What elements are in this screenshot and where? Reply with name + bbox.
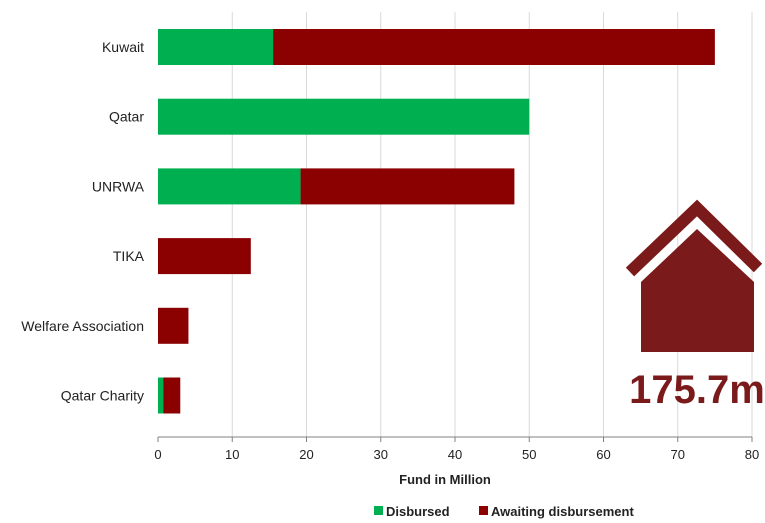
category-label: TIKA [113, 248, 145, 264]
house-icon [625, 199, 763, 352]
x-tick-label: 60 [596, 447, 610, 462]
bar-awaiting [300, 168, 515, 205]
bar-disbursed [158, 377, 164, 414]
category-label: Kuwait [102, 39, 144, 55]
bar-disbursed [158, 168, 301, 205]
x-tick-label: 20 [299, 447, 313, 462]
x-tick-label: 40 [448, 447, 462, 462]
x-tick-label: 10 [225, 447, 239, 462]
x-tick-label: 70 [671, 447, 685, 462]
category-label: Welfare Association [21, 318, 144, 334]
bars [158, 29, 715, 414]
category-label: Qatar Charity [61, 388, 144, 404]
x-tick-labels: 0 10 20 30 40 50 60 70 80 [154, 447, 759, 462]
bar-awaiting [273, 29, 715, 65]
bar-awaiting [158, 238, 251, 275]
legend-swatch [374, 506, 383, 515]
legend-swatch [479, 506, 488, 515]
legend: Disbursed Awaiting disbursement [374, 504, 634, 519]
legend-label: Disbursed [386, 504, 450, 519]
total-amount: 175.7m [629, 368, 765, 412]
legend-label: Awaiting disbursement [491, 504, 634, 519]
bar-awaiting [163, 377, 181, 414]
category-labels: Kuwait Qatar UNRWA TIKA Welfare Association Q… [21, 39, 144, 404]
bar-disbursed [158, 98, 530, 135]
x-axis-title: Fund in Million [399, 472, 491, 487]
x-tick-label: 0 [154, 447, 161, 462]
bar-disbursed [158, 29, 274, 65]
x-tick-label: 50 [522, 447, 536, 462]
x-tick-label: 80 [745, 447, 759, 462]
category-label: Qatar [109, 109, 144, 125]
category-label: UNRWA [92, 178, 145, 194]
total-badge: 175.7m [625, 199, 765, 412]
bar-awaiting [158, 307, 189, 344]
x-tick-label: 30 [374, 447, 388, 462]
